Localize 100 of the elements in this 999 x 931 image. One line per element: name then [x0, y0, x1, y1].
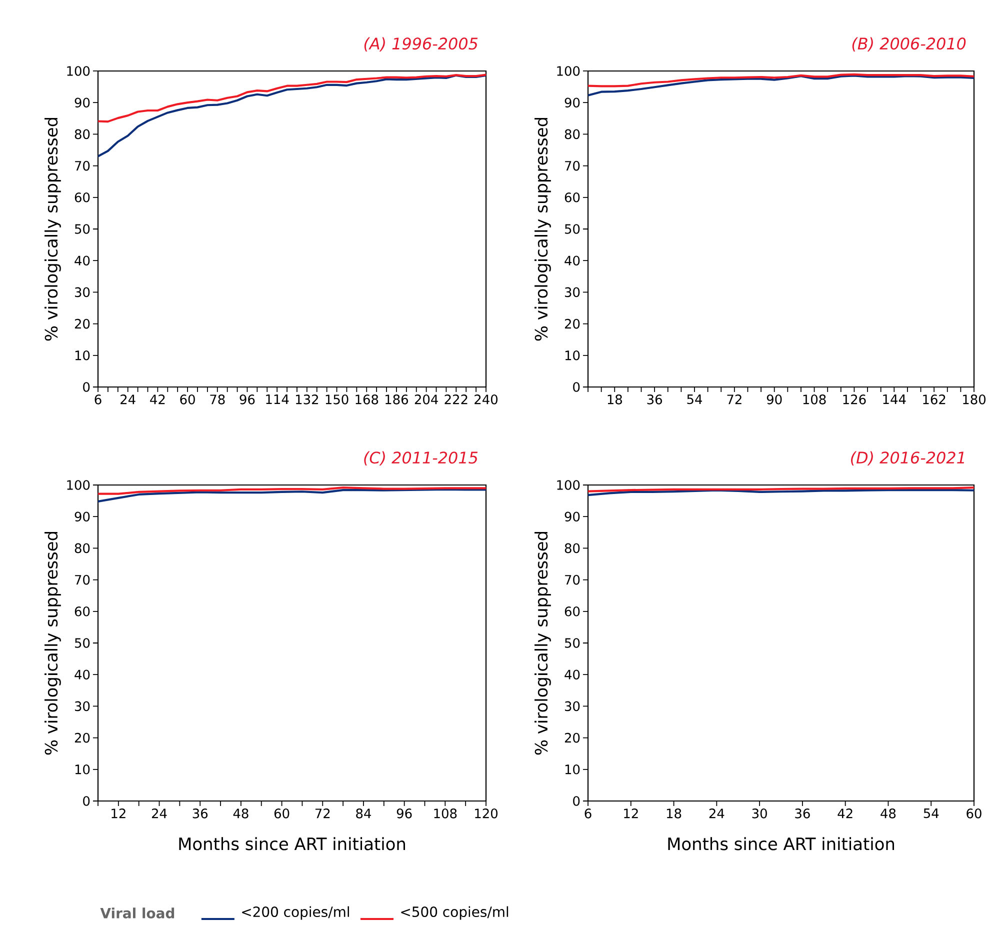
y-axis-title: % virologically suppressed [534, 118, 551, 341]
y-tick-label: 0 [573, 796, 580, 806]
chart-title: (D) 2016-2021 [851, 451, 964, 466]
x-tick-label: 78 [210, 394, 225, 404]
y-tick-label: 50 [565, 224, 580, 234]
x-tick-label: 96 [240, 394, 255, 404]
x-tick-label: 186 [386, 394, 408, 404]
x-tick-label: 240 [474, 394, 498, 404]
x-tick-label: 18 [608, 394, 622, 404]
y-axis-title: % virologically suppressed [534, 532, 551, 755]
y-tick-label: 50 [565, 638, 580, 648]
y-tick-label: 0 [83, 796, 90, 806]
y-tick-label: 70 [75, 160, 90, 171]
y-tick-label: 10 [75, 764, 90, 774]
y-tick-label: 40 [564, 670, 580, 680]
x-tick-label: 90 [766, 394, 782, 404]
y-tick-label: 80 [74, 129, 90, 140]
y-tick-label: 20 [564, 318, 580, 329]
x-tick-label: 96 [396, 808, 412, 818]
y-tick-label: 100 [67, 66, 90, 76]
y-tick-label: 0 [573, 382, 580, 392]
x-tick-label: 60 [180, 394, 195, 404]
y-tick-label: 10 [565, 350, 580, 360]
y-tick-label: 80 [564, 543, 580, 554]
y-tick-label: 100 [557, 480, 580, 490]
x-tick-label: 42 [150, 394, 165, 404]
x-tick-label: 54 [687, 394, 702, 404]
y-tick-label: 70 [75, 574, 90, 585]
x-tick-label: 36 [795, 808, 810, 818]
y-tick-label: 20 [564, 732, 580, 743]
y-tick-label: 20 [74, 318, 90, 329]
x-tick-label: 24 [709, 808, 724, 818]
y-tick-label: 90 [564, 98, 580, 108]
x-tick-label: 126 [843, 394, 866, 404]
y-tick-label: 0 [83, 382, 90, 392]
x-tick-label: 222 [444, 394, 468, 404]
x-tick-label: 72 [727, 394, 742, 404]
x-tick-label: 12 [112, 808, 126, 818]
x-tick-label: 132 [296, 394, 318, 404]
x-axis-title: Months since ART initiation [179, 837, 406, 850]
x-tick-label: 108 [434, 808, 457, 818]
x-tick-label: 84 [356, 808, 371, 818]
legend-label: <500 copies/ml [401, 906, 508, 920]
x-tick-label: 24 [152, 808, 167, 818]
y-tick-label: 60 [74, 192, 90, 202]
y-tick-label: 90 [74, 98, 90, 108]
y-tick-label: 100 [557, 66, 580, 76]
x-tick-label: 180 [963, 394, 986, 404]
y-tick-label: 90 [74, 512, 90, 522]
y-tick-label: 60 [564, 192, 580, 202]
x-tick-label: 48 [880, 808, 896, 818]
x-tick-label: 114 [266, 394, 289, 404]
x-tick-label: 72 [315, 808, 330, 818]
chart-title: (B) 2006-2010 [852, 37, 966, 52]
y-tick-label: 60 [564, 606, 580, 616]
y-tick-label: 80 [74, 543, 90, 554]
y-axis-title: % virologically suppressed [44, 532, 61, 755]
x-tick-label: 12 [624, 808, 638, 818]
x-tick-label: 60 [966, 808, 982, 818]
y-tick-label: 50 [75, 638, 90, 648]
y-tick-label: 30 [564, 287, 580, 298]
y-tick-label: 100 [67, 480, 90, 490]
y-tick-label: 40 [564, 256, 580, 266]
y-tick-label: 90 [564, 512, 580, 522]
chart-title: (C) 2011-2015 [364, 451, 478, 466]
x-tick-label: 60 [274, 808, 290, 818]
y-tick-label: 70 [565, 574, 580, 585]
x-tick-label: 36 [192, 808, 208, 818]
y-tick-label: 10 [565, 764, 580, 774]
y-tick-label: 40 [74, 670, 90, 680]
x-tick-label: 6 [584, 808, 592, 818]
x-tick-label: 54 [924, 808, 939, 818]
x-tick-label: 48 [233, 808, 248, 818]
y-tick-label: 50 [75, 224, 90, 234]
y-tick-label: 10 [75, 350, 90, 360]
x-tick-label: 18 [666, 808, 682, 818]
x-tick-label: 30 [752, 808, 767, 818]
y-tick-label: 30 [74, 701, 90, 712]
x-tick-label: 24 [120, 394, 136, 404]
x-tick-label: 36 [647, 394, 662, 404]
y-tick-label: 30 [74, 287, 90, 298]
x-tick-label: 162 [923, 394, 946, 404]
x-tick-label: 108 [803, 394, 826, 404]
x-axis-title: Months since ART initiation [668, 837, 894, 850]
legend-label: <200 copies/ml [242, 906, 349, 920]
y-tick-label: 40 [74, 256, 90, 266]
x-tick-label: 150 [326, 394, 348, 404]
x-tick-label: 120 [475, 808, 498, 818]
y-tick-label: 30 [564, 701, 580, 712]
x-tick-label: 168 [356, 394, 378, 404]
x-tick-label: 204 [414, 394, 438, 404]
y-tick-label: 70 [565, 160, 580, 171]
y-tick-label: 60 [74, 606, 90, 616]
y-axis-title: % virologically suppressed [44, 118, 61, 341]
legend-title: Viral load [100, 908, 174, 918]
x-tick-label: 42 [838, 808, 852, 818]
y-tick-label: 80 [564, 129, 580, 140]
x-tick-label: 6 [94, 394, 102, 404]
x-tick-label: 144 [883, 394, 906, 404]
y-tick-label: 20 [74, 732, 90, 743]
